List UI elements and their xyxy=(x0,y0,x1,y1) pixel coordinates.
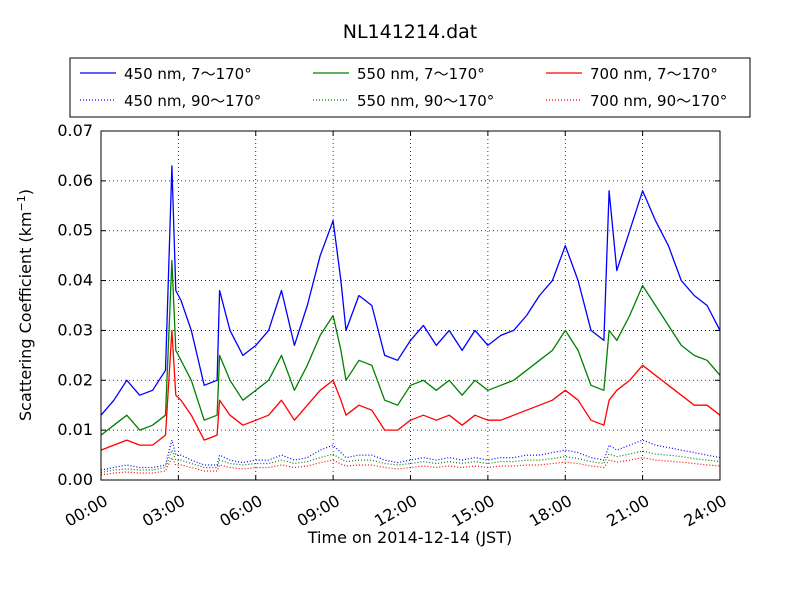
y-axis-label-text: Scattering Coefficient (km xyxy=(16,211,35,421)
series-line-5 xyxy=(100,449,721,474)
series-line-3 xyxy=(100,329,721,451)
y-tick-label: 0.02 xyxy=(57,370,93,389)
legend-label: 700 nm, 90～170° xyxy=(590,92,727,110)
series-line-1 xyxy=(100,165,721,416)
y-tick-label: 0.07 xyxy=(57,121,93,140)
legend-label: 700 nm, 7～170° xyxy=(590,65,718,83)
y-axis-label-close: ) xyxy=(16,189,35,195)
legend-items: 450 nm, 7～170° 450 nm, 90～170° 550 nm, 7～1… xyxy=(80,65,727,110)
y-tick-label: 0.00 xyxy=(57,470,93,489)
series-lines xyxy=(100,165,721,476)
plot-area-frame xyxy=(100,130,721,481)
y-tick-label: 0.05 xyxy=(57,221,93,240)
legend-label: 450 nm, 90～170° xyxy=(124,92,261,110)
x-axis-label: Time on 2014-12-14 (JST) xyxy=(307,528,512,547)
legend-label: 550 nm, 7～170° xyxy=(357,65,485,83)
y-axis-label-superscript: −1 xyxy=(15,195,28,211)
chart-title: NL141214.dat xyxy=(343,21,478,43)
series-line-4 xyxy=(100,439,721,471)
legend-label: 550 nm, 90～170° xyxy=(357,92,494,110)
legend-box xyxy=(69,57,751,118)
y-tick-label: 0.01 xyxy=(57,420,93,439)
legend-label: 450 nm, 7～170° xyxy=(124,65,252,83)
y-axis-label: Scattering Coefficient (km−1) xyxy=(15,189,35,421)
y-tick-label: 0.06 xyxy=(57,171,93,190)
y-tick-label: 0.03 xyxy=(57,320,93,339)
legend: 450 nm, 7～170° 450 nm, 90～170° 550 nm, 7～1… xyxy=(69,57,751,118)
series-line-6 xyxy=(100,457,721,476)
series-line-2 xyxy=(100,259,721,436)
y-tick-label: 0.04 xyxy=(57,271,93,290)
